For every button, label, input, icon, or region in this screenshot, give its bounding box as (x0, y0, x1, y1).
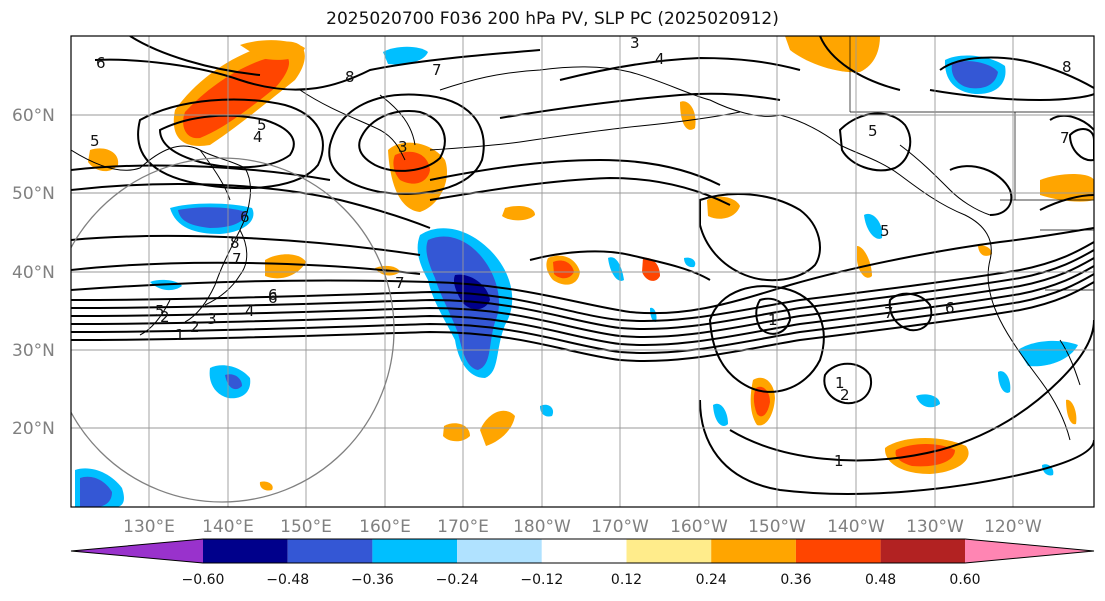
lon-label: 160°W (670, 517, 728, 537)
contour-label: 4 (245, 302, 255, 320)
contour-label: 6 (268, 289, 278, 307)
contour-label: 8 (345, 68, 355, 86)
contour-label: 2 (840, 386, 850, 404)
contour-label: 1 (175, 326, 185, 344)
colorbar-segment (711, 539, 796, 563)
lat-label: 60°N (12, 106, 55, 126)
contour-label: 5 (868, 122, 878, 140)
colorbar-segment (203, 539, 288, 563)
contour-label: 3 (630, 34, 640, 52)
contour-label: 1 (768, 311, 778, 329)
contour-label: 6 (240, 208, 250, 226)
contour-label: 6 (268, 286, 278, 304)
lon-label: 160°E (359, 517, 411, 537)
colorbar: −0.60 −0.48 −0.36 −0.24 −0.12 0.12 0.24 … (70, 538, 1095, 588)
colorbar-extend-high (965, 539, 1094, 563)
colorbar-segment (795, 539, 881, 563)
contour-label: 7 (1060, 129, 1070, 147)
contour-label: 7 (884, 304, 894, 322)
contour-label: 2 (160, 308, 170, 326)
map-frame (70, 35, 1095, 508)
colorbar-tick-label: −0.48 (266, 572, 309, 588)
contour-label: 2 (190, 318, 200, 336)
graticule (71, 36, 1094, 507)
contour-label: 3 (207, 310, 217, 328)
lon-label: 140°E (202, 517, 254, 537)
contour-label: 4 (655, 50, 665, 68)
colorbar-tick-label: 0.48 (865, 572, 896, 588)
lon-label: 170°W (591, 517, 649, 537)
latitude-labels: 60°N 50°N 40°N 30°N 20°N (12, 106, 55, 439)
contour-label: 7 (432, 61, 442, 79)
contour-label: 6 (96, 54, 106, 72)
colorbar-segment (372, 539, 458, 563)
lon-label: 150°W (748, 517, 806, 537)
colorbar-segment (541, 539, 627, 563)
colorbar-segment (287, 539, 373, 563)
lat-label: 30°N (12, 341, 55, 361)
contour-label: 3 (398, 138, 408, 156)
contour-labels: 6 8 7 3 4 5 4 3 5 6 7 8 6 2 5 7 1 6 4 3 … (90, 34, 1072, 470)
lon-label: 120°W (984, 517, 1042, 537)
colorbar-segment (457, 539, 542, 563)
lon-label: 140°W (827, 517, 885, 537)
range-circle (71, 157, 395, 503)
colorbar-tick-label: 0.12 (611, 572, 642, 588)
colorbar-tick-label: −0.24 (436, 572, 479, 588)
contour-label: 8 (230, 234, 240, 252)
colorbar-tick-label: −0.12 (520, 572, 563, 588)
lat-label: 20°N (12, 419, 55, 439)
contour-label: 4 (253, 128, 263, 146)
colorbar-tick-label: 0.24 (696, 572, 727, 588)
contour-label: 7 (232, 250, 242, 268)
colorbar-tick-label: −0.60 (182, 572, 225, 588)
lon-label: 130°W (906, 517, 964, 537)
colorbar-segment (626, 539, 712, 563)
lat-label: 40°N (12, 263, 55, 283)
contour-label: 1 (835, 374, 845, 392)
borders (849, 36, 1094, 291)
lon-label: 130°E (123, 517, 175, 537)
lon-label: 150°E (280, 517, 332, 537)
longitude-labels: 130°E 140°E 150°E 160°E 170°E 180°W 170°… (123, 517, 1042, 537)
lat-label: 50°N (12, 184, 55, 204)
lon-label: 180°W (513, 517, 571, 537)
colorbar-tick-label: −0.36 (351, 572, 394, 588)
contour-label: 8 (1062, 58, 1072, 76)
contour-label: 5 (880, 222, 890, 240)
contour-label: 6 (945, 299, 955, 317)
slp-contours (71, 36, 1094, 495)
colorbar-tick-label: 0.60 (949, 572, 980, 588)
lon-label: 170°E (437, 517, 489, 537)
colorbar-tick-label: 0.36 (780, 572, 811, 588)
colorbar-extend-low (71, 539, 203, 563)
map-title: 2025020700 F036 200 hPa PV, SLP PC (2025… (326, 9, 779, 29)
contour-label: 7 (395, 274, 405, 292)
colorbar-segment (880, 539, 965, 563)
contour-label: 5 (90, 132, 100, 150)
contour-label: 5 (155, 302, 165, 320)
contour-label: 5 (257, 116, 267, 134)
contour-label: 1 (834, 452, 844, 470)
